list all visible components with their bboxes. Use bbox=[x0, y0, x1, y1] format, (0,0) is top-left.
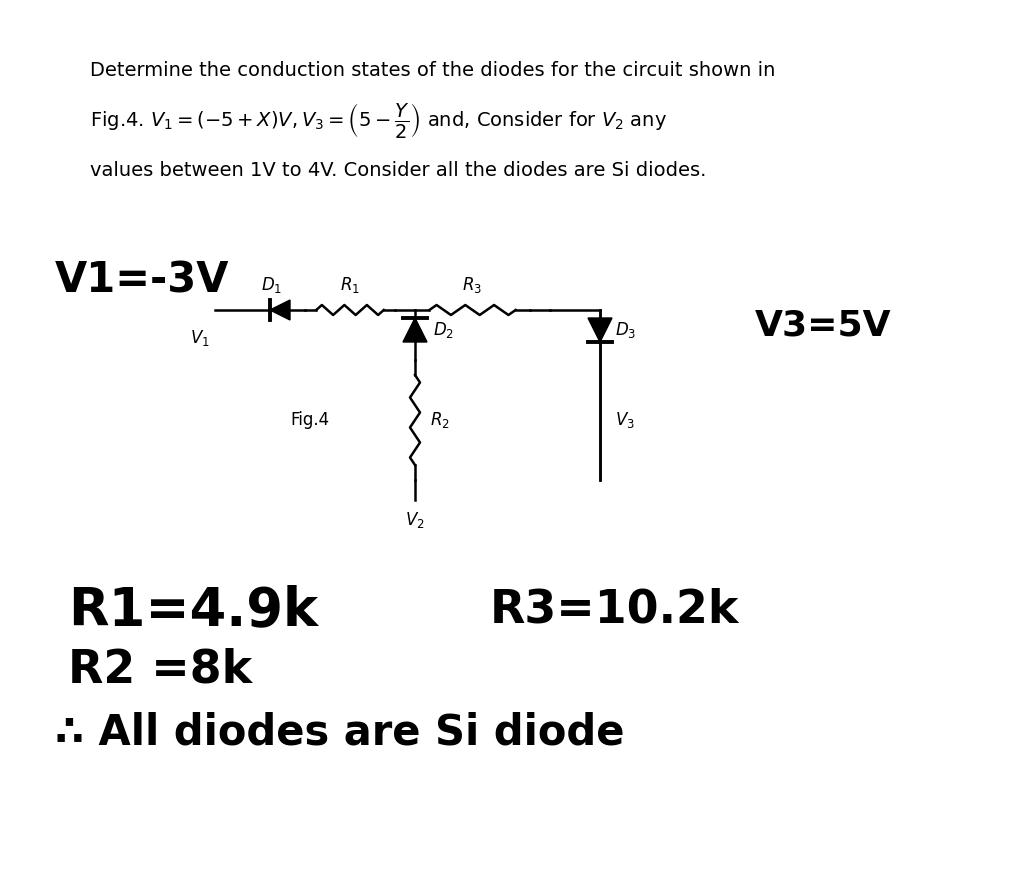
Text: $V_3$: $V_3$ bbox=[615, 410, 635, 430]
Text: $R_2$: $R_2$ bbox=[430, 410, 450, 430]
Text: ∴ All diodes are Si diode: ∴ All diodes are Si diode bbox=[55, 711, 625, 753]
Text: $V_2$: $V_2$ bbox=[406, 510, 425, 530]
Polygon shape bbox=[403, 318, 427, 342]
Text: R2 =8k: R2 =8k bbox=[68, 648, 252, 693]
Text: R3=10.2k: R3=10.2k bbox=[490, 588, 739, 633]
Text: $D_2$: $D_2$ bbox=[433, 320, 454, 340]
Text: $D_1$: $D_1$ bbox=[261, 275, 283, 295]
Text: Fig.4. $V_1 = (-5 + X)V, V_3 = \left(5 - \dfrac{Y}{2}\right)$ and, Consider for : Fig.4. $V_1 = (-5 + X)V, V_3 = \left(5 -… bbox=[90, 100, 668, 140]
Text: Determine the conduction states of the diodes for the circuit shown in: Determine the conduction states of the d… bbox=[90, 61, 775, 79]
Text: Fig.4: Fig.4 bbox=[291, 411, 330, 429]
Text: $R_1$: $R_1$ bbox=[340, 275, 360, 295]
Text: $V_1$: $V_1$ bbox=[190, 328, 210, 348]
Text: V3=5V: V3=5V bbox=[755, 308, 892, 342]
Text: R1=4.9k: R1=4.9k bbox=[68, 584, 318, 636]
Polygon shape bbox=[270, 300, 290, 320]
Text: $R_3$: $R_3$ bbox=[463, 275, 482, 295]
Polygon shape bbox=[588, 318, 612, 342]
Text: V1=-3V: V1=-3V bbox=[55, 259, 229, 301]
Text: values between 1V to 4V. Consider all the diodes are Si diodes.: values between 1V to 4V. Consider all th… bbox=[90, 160, 707, 180]
Text: $D_3$: $D_3$ bbox=[615, 320, 636, 340]
